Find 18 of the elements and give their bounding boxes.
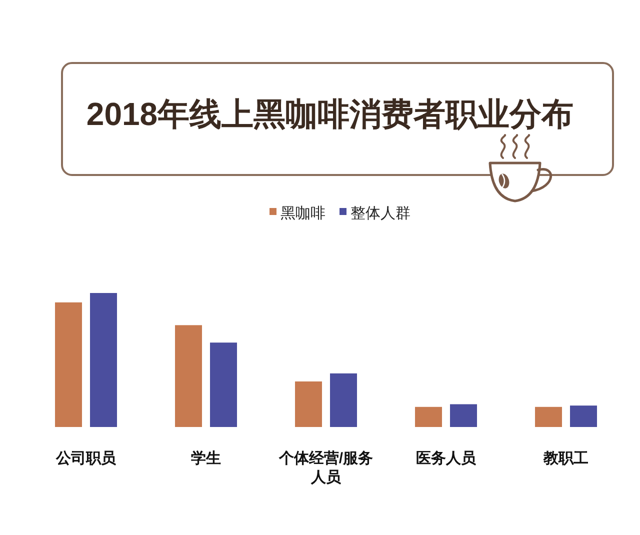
x-tick-label: 教职工 — [542, 450, 588, 467]
bar — [570, 406, 597, 427]
bar — [175, 325, 202, 427]
bar — [295, 381, 322, 427]
bar — [210, 342, 237, 427]
bar — [90, 293, 117, 427]
bar — [535, 406, 562, 427]
title: 2018年线上黑咖啡消费者职业分布 — [86, 96, 574, 132]
x-tick-label: 个体经营/服务人员 — [278, 450, 374, 486]
bar — [330, 373, 357, 427]
bar — [415, 406, 442, 427]
bar — [55, 302, 82, 427]
legend-label: 黑咖啡 — [280, 205, 326, 222]
x-tick-label: 医务人员 — [416, 450, 477, 467]
x-tick-label: 公司职员 — [55, 450, 117, 467]
x-tick-label: 学生 — [191, 450, 221, 467]
legend-label: 整体人群 — [350, 205, 410, 222]
bar — [450, 404, 477, 427]
